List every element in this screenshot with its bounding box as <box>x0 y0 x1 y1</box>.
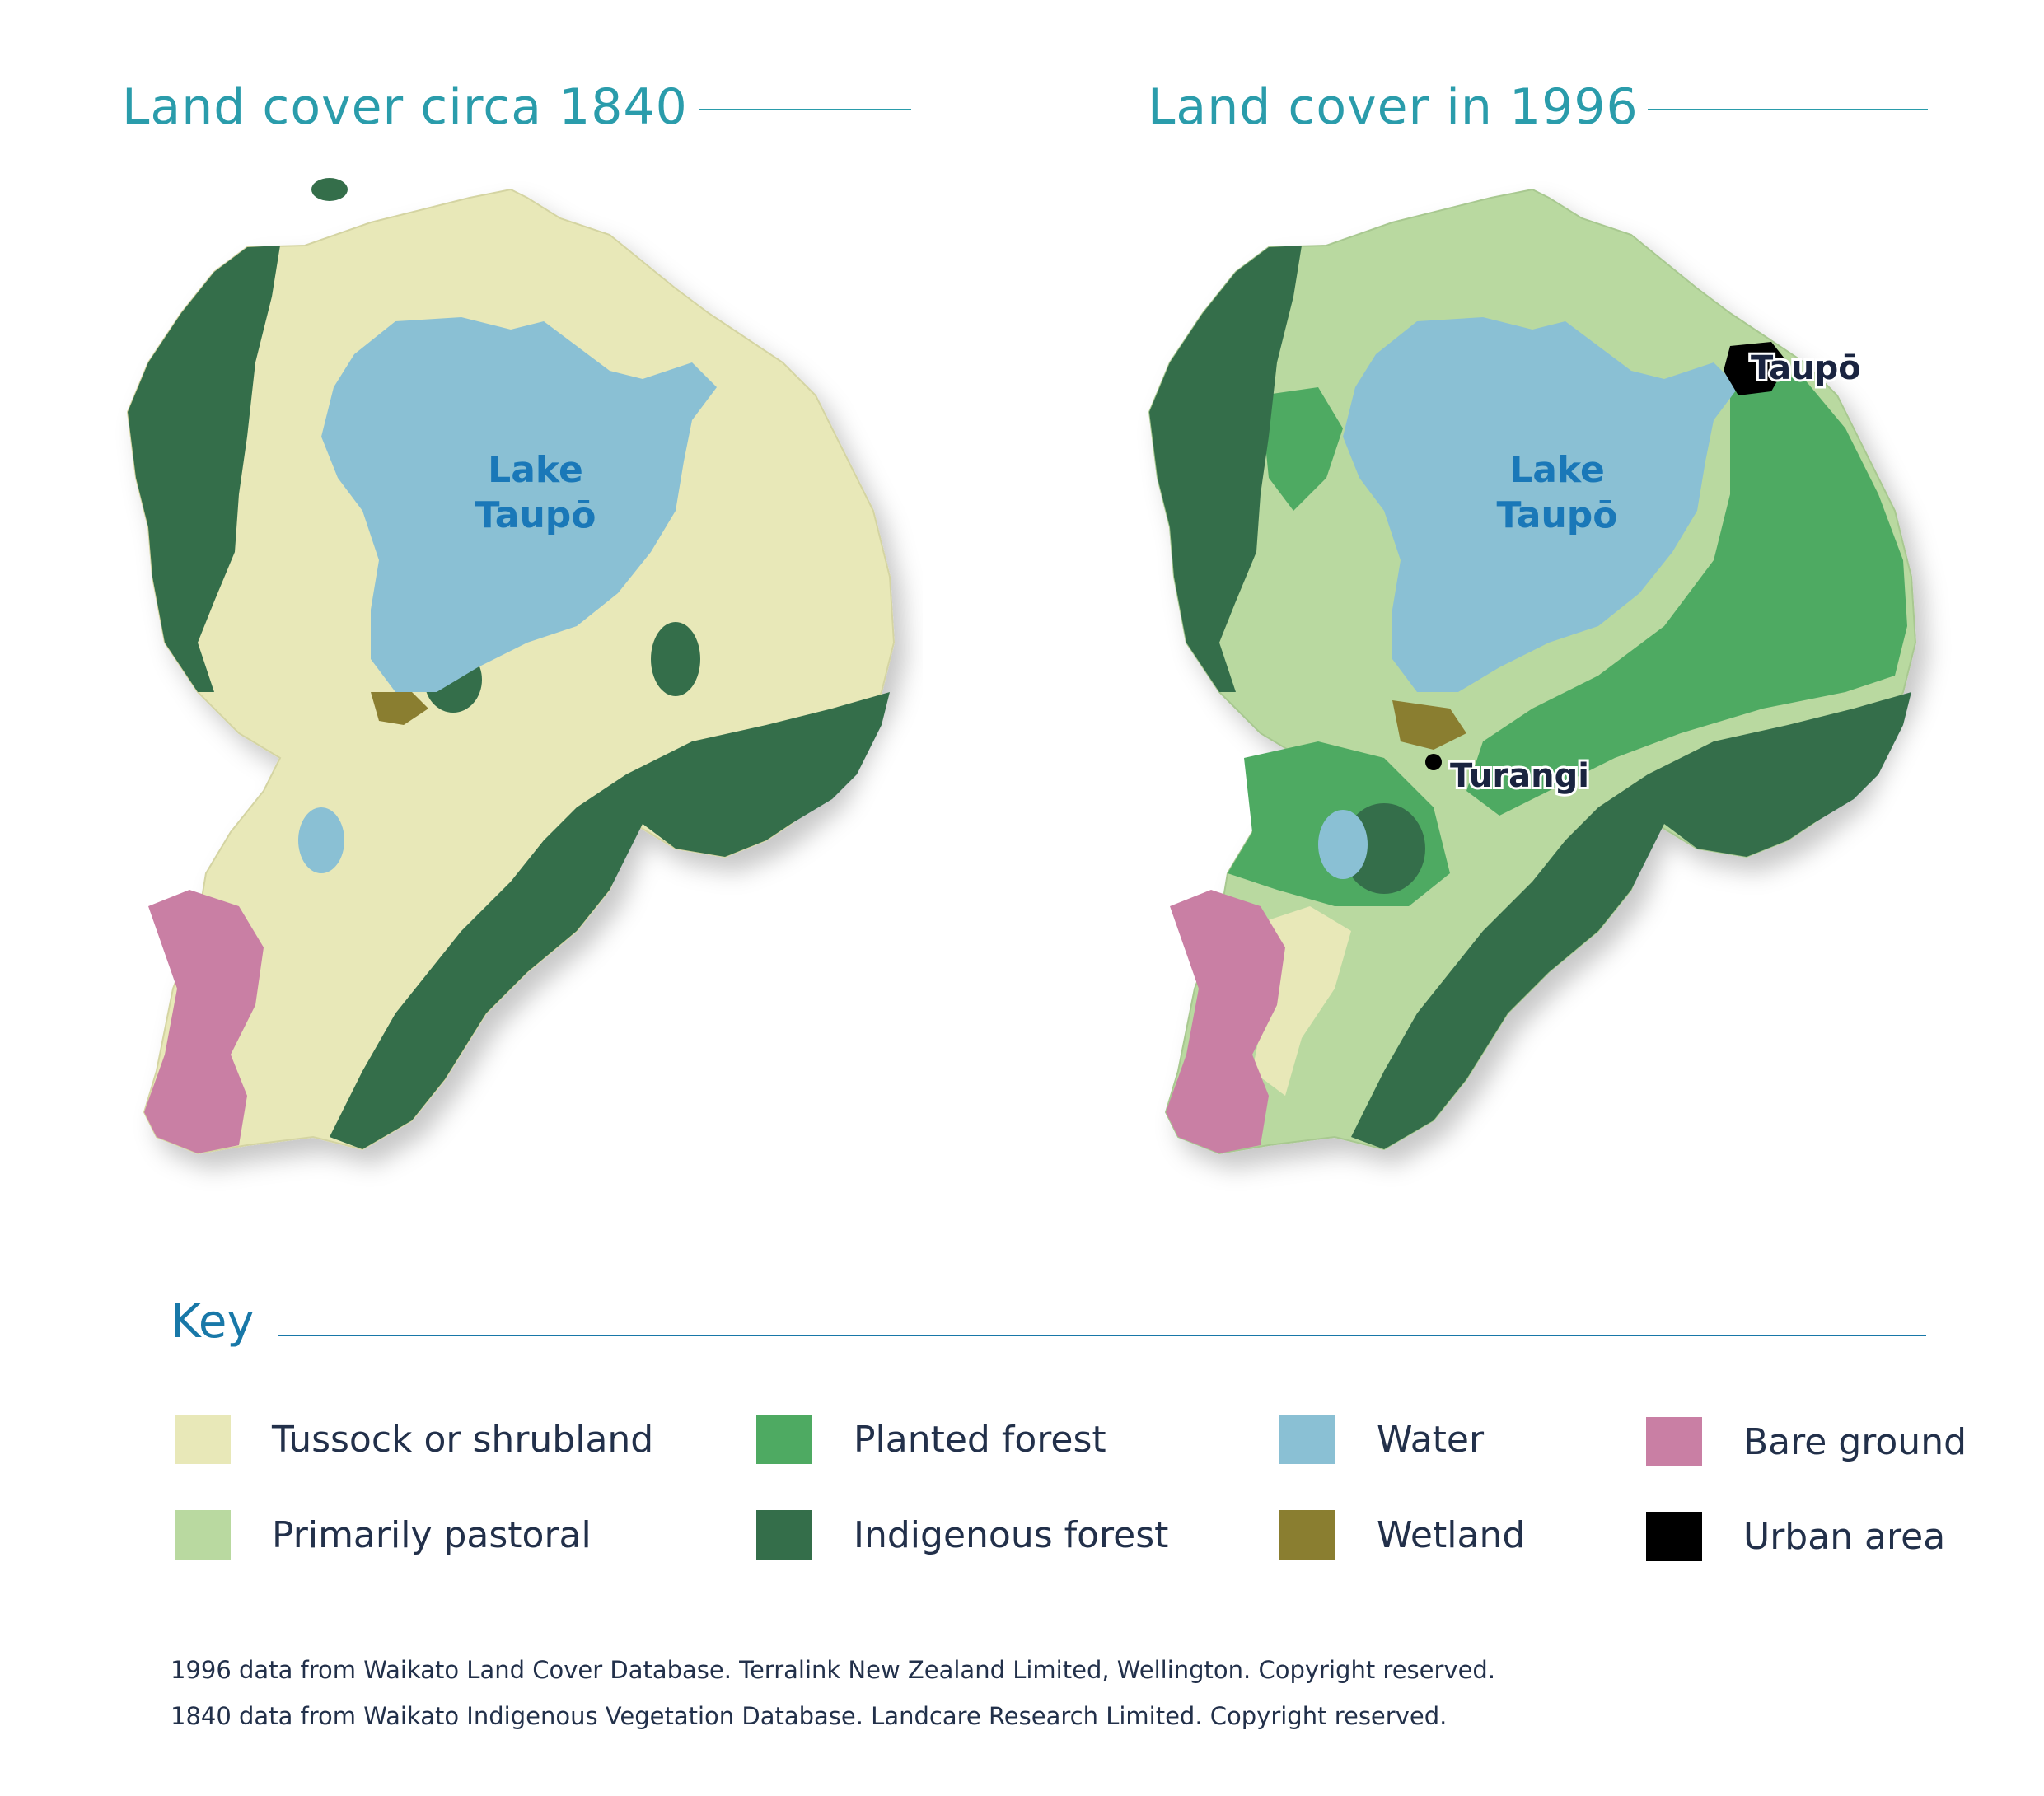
bare-ground-1840 <box>144 890 264 1153</box>
key-title: Key <box>171 1295 255 1349</box>
lake-label-1840-line2: Taupō <box>475 494 596 536</box>
small-lake-1996 <box>1318 810 1368 879</box>
planted-forest-west-1996 <box>1261 387 1343 511</box>
wetland-1840 <box>371 692 428 725</box>
legend-swatch <box>1279 1415 1335 1464</box>
map-title-1996: Land cover in 1996 <box>1148 78 1639 136</box>
legend-item-bare-ground: Bare ground <box>1646 1417 1967 1466</box>
planted-forest-east-1996 <box>1466 371 1907 816</box>
title-rule-1840 <box>699 109 911 110</box>
legend-item-water: Water <box>1279 1415 1484 1464</box>
legend-swatch <box>175 1510 231 1560</box>
legend-item-wetland: Wetland <box>1279 1510 1525 1560</box>
lake-label-1996-line1: Lake <box>1509 449 1605 491</box>
indigenous-forest-southeast-1840 <box>330 692 890 1149</box>
town-label-taupo: Taupō <box>1751 349 1861 387</box>
legend-swatch <box>756 1510 812 1560</box>
credit-line-1840: 1840 data from Waikato Indigenous Vegeta… <box>171 1702 1448 1730</box>
legend-label: Tussock or shrubland <box>272 1418 654 1461</box>
lake-label-1996-line2: Taupō <box>1496 494 1617 536</box>
legend-label: Indigenous forest <box>854 1513 1169 1556</box>
map-title-1840: Land cover circa 1840 <box>122 78 688 136</box>
urban-area-turangi <box>1425 754 1442 770</box>
wetland-1996 <box>1392 700 1466 750</box>
map-1840: Lake Taupō <box>126 178 896 1155</box>
legend-swatch <box>175 1415 231 1464</box>
legend-label: Planted forest <box>854 1418 1106 1461</box>
lake-taupo-1840 <box>321 317 717 692</box>
legend-label: Urban area <box>1743 1515 1946 1558</box>
legend-item-tussock: Tussock or shrubland <box>175 1415 653 1464</box>
small-lake-1840 <box>298 807 344 873</box>
key-rule <box>278 1335 1926 1336</box>
legend-label: Primarily pastoral <box>272 1513 592 1556</box>
legend-label: Bare ground <box>1743 1420 1967 1463</box>
bare-ground-1996 <box>1166 890 1285 1153</box>
legend-item-pastoral: Primarily pastoral <box>175 1510 592 1560</box>
indigenous-forest-west-1996 <box>1149 246 1302 692</box>
legend-swatch <box>1646 1417 1702 1466</box>
forest-patch-1840 <box>311 178 348 201</box>
legend-swatch <box>756 1415 812 1464</box>
legend-label: Water <box>1377 1418 1485 1461</box>
legend-item-indigenous-forest: Indigenous forest <box>756 1510 1168 1560</box>
legend-item-urban-area: Urban area <box>1646 1512 1945 1561</box>
title-rule-1996 <box>1648 109 1928 110</box>
legend-item-planted-forest: Planted forest <box>756 1415 1106 1464</box>
town-label-turangi: Turangi <box>1450 757 1589 795</box>
legend-swatch <box>1279 1510 1335 1560</box>
lake-taupo-1996 <box>1343 317 1738 692</box>
urban-area-taupo <box>1724 342 1788 395</box>
forest-patch-1840 <box>651 622 700 696</box>
indigenous-forest-southeast-1996 <box>1351 692 1911 1149</box>
legend-label: Wetland <box>1377 1513 1526 1556</box>
indigenous-forest-west-1840 <box>128 246 280 692</box>
lake-label-1840-line1: Lake <box>488 449 583 491</box>
map-1996: Lake Taupō Taupō Turangi <box>1148 188 1917 1155</box>
credit-line-1996: 1996 data from Waikato Land Cover Databa… <box>171 1656 1496 1684</box>
legend-swatch <box>1646 1512 1702 1561</box>
